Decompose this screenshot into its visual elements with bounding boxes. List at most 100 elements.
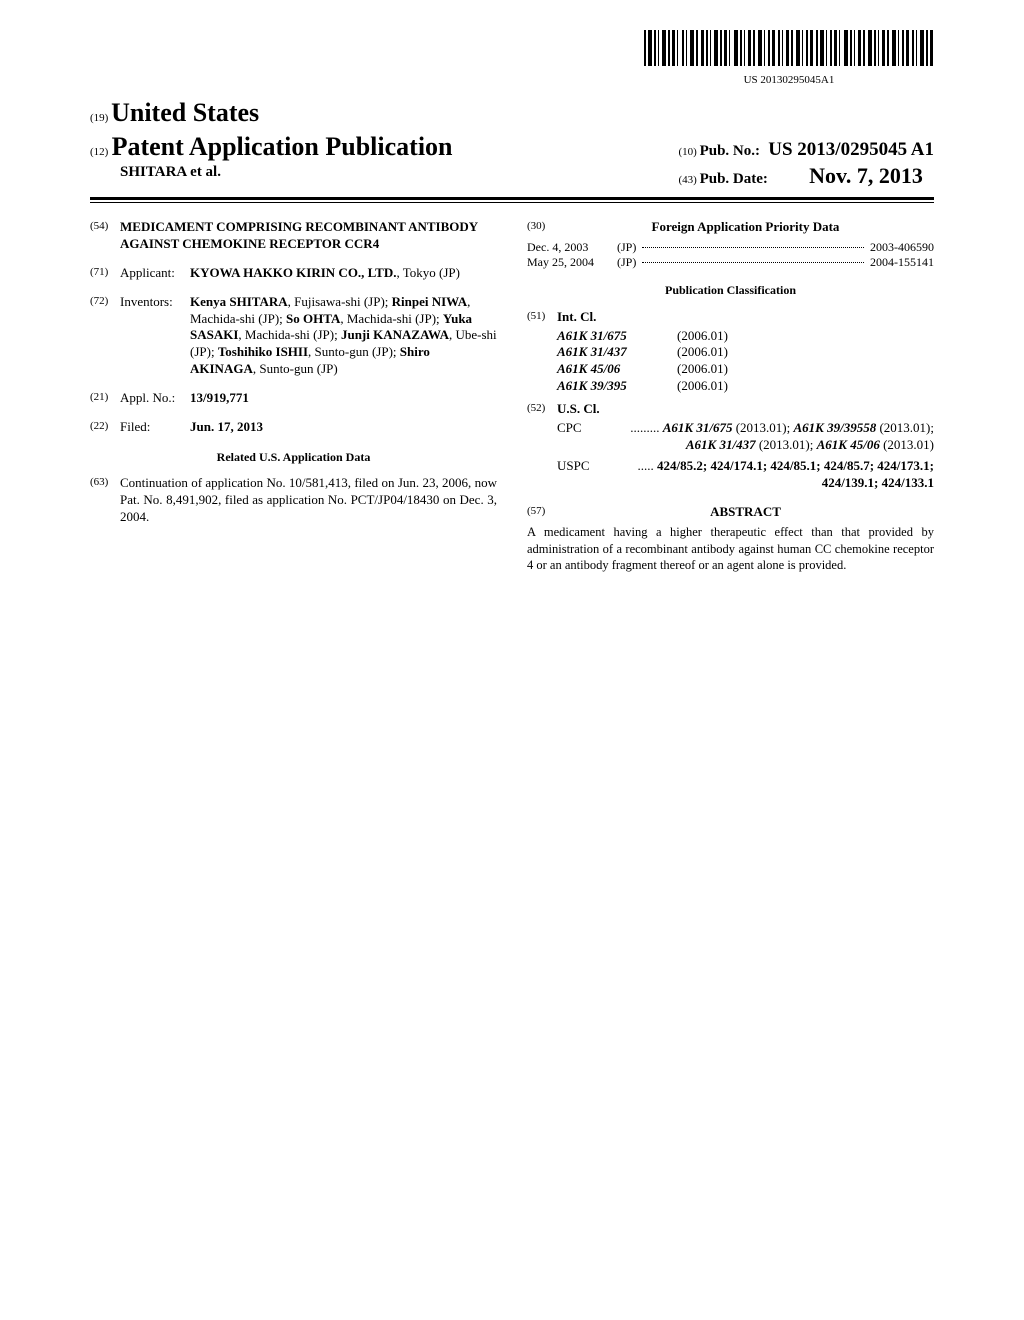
cpc-code: A61K 45/06 — [817, 437, 880, 452]
uspc-label: USPC — [557, 458, 601, 492]
header-country-line: (19) United States — [90, 96, 934, 130]
field-51: (51) Int. Cl. — [527, 309, 934, 326]
field-54: (54) MEDICAMENT COMPRISING RECOMBINANT A… — [90, 219, 497, 253]
cpc-label: CPC — [557, 420, 597, 454]
foreign-country: (JP) — [617, 255, 636, 271]
field-21: (21) Appl. No.: 13/919,771 — [90, 390, 497, 407]
inventor-loc: , Sunto-gun (JP) — [253, 361, 338, 376]
field-63-num: (63) — [90, 475, 120, 526]
pubdate-label: Pub. Date: — [700, 171, 768, 187]
publication-date: Nov. 7, 2013 — [809, 163, 923, 188]
intcl-version: (2006.01) — [677, 361, 728, 378]
field-12-num: (12) — [90, 146, 108, 158]
cpc-ver: (2013.01); — [732, 420, 793, 435]
foreign-date: Dec. 4, 2003 — [527, 240, 617, 256]
authors-line: SHITARA et al. — [120, 163, 453, 183]
body-columns: (54) MEDICAMENT COMPRISING RECOMBINANT A… — [90, 219, 934, 573]
pubno-label: Pub. No.: — [700, 143, 760, 159]
field-19-num: (19) — [90, 112, 108, 124]
inventor-name: Junji KANAZAWA — [341, 327, 449, 342]
foreign-country: (JP) — [617, 240, 636, 256]
field-72-num: (72) — [90, 294, 120, 378]
applicant-location: , Tokyo (JP) — [396, 265, 460, 280]
inventor-name: Kenya SHITARA — [190, 294, 288, 309]
applicant-value: KYOWA HAKKO KIRIN CO., LTD., Tokyo (JP) — [190, 265, 497, 282]
foreign-appno: 2003-406590 — [870, 240, 934, 256]
foreign-row: May 25, 2004 (JP) 2004-155141 — [527, 255, 934, 271]
intcl-row: A61K 31/437 (2006.01) — [557, 344, 934, 361]
cpc-code: A61K 39/39558 — [794, 420, 877, 435]
cpc-block: CPC ......... A61K 31/675 (2013.01); A61… — [557, 420, 934, 454]
uspc-block: USPC ..... 424/85.2; 424/174.1; 424/85.1… — [557, 458, 934, 492]
inventor-loc: , Machida-shi (JP); — [238, 327, 341, 342]
continuation-text: Continuation of application No. 10/581,4… — [120, 475, 497, 526]
inventor-loc: , Sunto-gun (JP); — [308, 344, 400, 359]
cpc-code: A61K 31/437 — [686, 437, 756, 452]
applicant-label: Applicant: — [120, 265, 190, 282]
foreign-appno: 2004-155141 — [870, 255, 934, 271]
field-30-num: (30) — [527, 219, 557, 236]
abstract-text: A medicament having a higher therapeutic… — [527, 524, 934, 573]
publication-number: US 2013/0295045 A1 — [768, 139, 934, 160]
inventor-name: Rinpei NIWA — [392, 294, 468, 309]
field-54-num: (54) — [90, 219, 120, 253]
cpc-code: A61K 31/675 — [663, 420, 733, 435]
inventor-name: Toshihiko ISHII — [218, 344, 308, 359]
dots-leader — [642, 240, 864, 248]
abstract-title: ABSTRACT — [557, 504, 934, 521]
field-10-num: (10) — [678, 146, 696, 158]
uscl-label: U.S. Cl. — [557, 401, 934, 418]
barcode: US 20130295045A1 — [644, 30, 934, 87]
intcl-version: (2006.01) — [677, 328, 728, 345]
divider-thick — [90, 197, 934, 200]
intcl-row: A61K 39/395 (2006.01) — [557, 378, 934, 395]
header: (19) United States (12) Patent Applicati… — [90, 96, 934, 191]
field-51-num: (51) — [527, 309, 557, 326]
foreign-priority-table: Dec. 4, 2003 (JP) 2003-406590 May 25, 20… — [527, 240, 934, 271]
divider-thin — [90, 202, 934, 203]
inventors-label: Inventors: — [120, 294, 190, 378]
intcl-code: A61K 31/675 — [557, 328, 677, 345]
intcl-label: Int. Cl. — [557, 309, 934, 326]
intcl-row: A61K 31/675 (2006.01) — [557, 328, 934, 345]
barcode-number: US 20130295045A1 — [644, 73, 934, 87]
intcl-table: A61K 31/675 (2006.01) A61K 31/437 (2006.… — [557, 328, 934, 396]
inventors-list: Kenya SHITARA, Fujisawa-shi (JP); Rinpei… — [190, 294, 497, 378]
intcl-code: A61K 39/395 — [557, 378, 677, 395]
applicant-name: KYOWA HAKKO KIRIN CO., LTD. — [190, 265, 396, 280]
pubclass-title: Publication Classification — [527, 283, 934, 299]
cpc-ver: (2013.01); — [876, 420, 934, 435]
barcode-section: US 20130295045A1 — [90, 30, 934, 88]
field-57: (57) ABSTRACT — [527, 504, 934, 521]
intcl-row: A61K 45/06 (2006.01) — [557, 361, 934, 378]
header-right: (10) Pub. No.: US 2013/0295045 A1 (43) P… — [678, 138, 934, 191]
field-52-num: (52) — [527, 401, 557, 418]
intcl-code: A61K 45/06 — [557, 361, 677, 378]
foreign-row: Dec. 4, 2003 (JP) 2003-406590 — [527, 240, 934, 256]
field-22-num: (22) — [90, 419, 120, 436]
publication-type: Patent Application Publication — [112, 132, 453, 161]
dots-leader — [642, 255, 864, 263]
application-number: 13/919,771 — [190, 390, 497, 407]
foreign-date: May 25, 2004 — [527, 255, 617, 271]
field-71: (71) Applicant: KYOWA HAKKO KIRIN CO., L… — [90, 265, 497, 282]
field-21-num: (21) — [90, 390, 120, 407]
barcode-bars — [644, 30, 934, 71]
intcl-version: (2006.01) — [677, 378, 728, 395]
header-left: (12) Patent Application Publication SHIT… — [90, 130, 453, 183]
uspc-codes: ..... 424/85.2; 424/174.1; 424/85.1; 424… — [601, 458, 934, 492]
right-column: (30) Foreign Application Priority Data D… — [527, 219, 934, 573]
foreign-priority-title: Foreign Application Priority Data — [557, 219, 934, 236]
inventor-name: So OHTA — [286, 311, 340, 326]
cpc-ver: (2013.01); — [756, 437, 817, 452]
related-us-title: Related U.S. Application Data — [90, 450, 497, 466]
filed-date: Jun. 17, 2013 — [190, 419, 497, 436]
field-52: (52) U.S. Cl. — [527, 401, 934, 418]
country-name: United States — [111, 98, 259, 127]
field-63: (63) Continuation of application No. 10/… — [90, 475, 497, 526]
intcl-code: A61K 31/437 — [557, 344, 677, 361]
field-72: (72) Inventors: Kenya SHITARA, Fujisawa-… — [90, 294, 497, 378]
cpc-ver: (2013.01) — [880, 437, 934, 452]
cpc-codes: ......... A61K 31/675 (2013.01); A61K 39… — [597, 420, 934, 454]
uspc-value: 424/85.2; 424/174.1; 424/85.1; 424/85.7;… — [657, 458, 934, 490]
